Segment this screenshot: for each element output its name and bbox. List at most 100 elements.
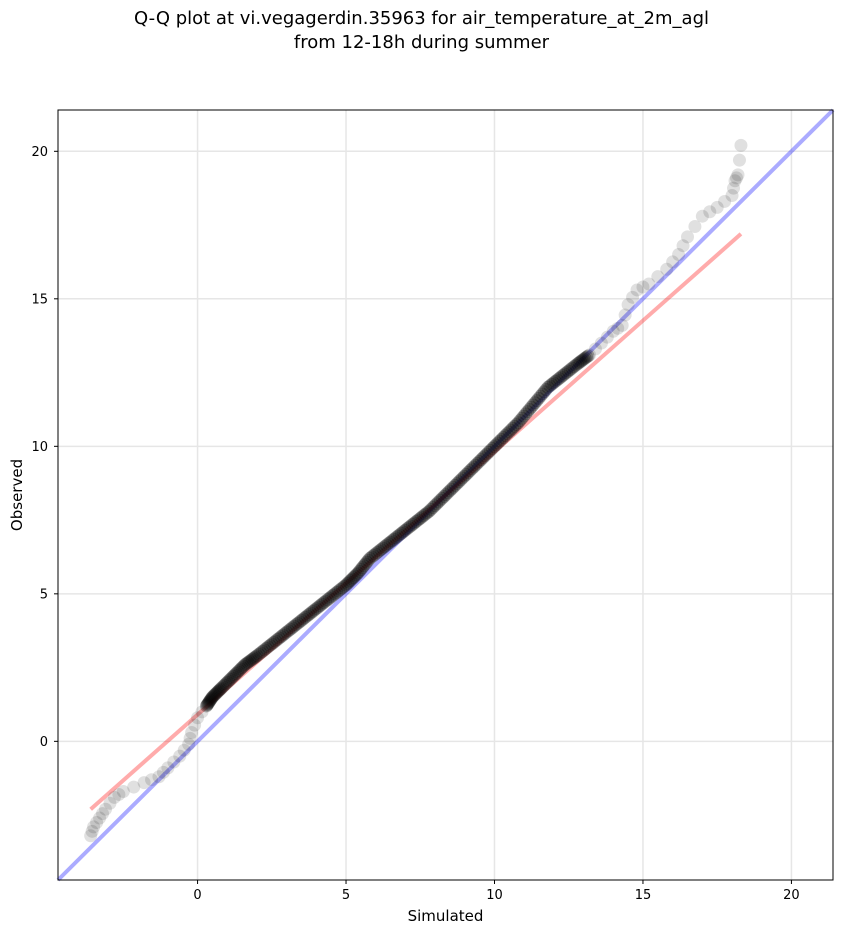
data-point [567, 360, 581, 374]
data-point [96, 807, 110, 821]
data-point [594, 336, 608, 350]
data-point [368, 547, 382, 561]
data-point [431, 495, 445, 509]
data-point [177, 743, 191, 757]
data-point [496, 430, 510, 444]
data-point [611, 321, 625, 335]
data-point [482, 445, 496, 459]
data-point [274, 630, 288, 644]
data-point [214, 681, 228, 695]
data-point [491, 436, 505, 450]
data-point [107, 790, 121, 804]
data-point [87, 820, 101, 834]
data-point [379, 538, 393, 552]
data-point [112, 787, 126, 801]
data-point [298, 610, 312, 624]
data-point [93, 811, 107, 825]
data-point [391, 529, 405, 543]
fit-line [89, 232, 743, 811]
data-point [231, 665, 245, 679]
data-point [402, 520, 416, 534]
data-point [183, 731, 197, 745]
data-point [433, 493, 447, 507]
data-point [552, 371, 566, 385]
data-point [216, 680, 230, 694]
data-point [245, 652, 259, 666]
data-point [439, 488, 453, 502]
data-point [718, 194, 732, 208]
data-point [450, 477, 464, 491]
data-point [289, 618, 303, 632]
data-point [252, 647, 266, 661]
data-point [207, 689, 221, 703]
y-tick-label: 10 [31, 440, 48, 455]
data-point [300, 609, 314, 623]
data-point [578, 351, 592, 365]
x-tick-label: 20 [783, 888, 800, 903]
x-axis-ticks: 0 5 10 15 20 [193, 880, 800, 903]
data-point [495, 432, 509, 446]
data-point [244, 653, 258, 667]
data-point [237, 659, 251, 673]
data-point [521, 405, 535, 419]
data-point [208, 688, 222, 702]
data-point [732, 153, 746, 167]
data-point [703, 205, 717, 219]
plot-frame [57, 109, 834, 881]
data-point [302, 607, 316, 621]
y-axis-ticks: 0 5 10 15 20 [31, 145, 58, 750]
data-point [528, 396, 542, 410]
data-point [285, 621, 299, 635]
chart-title-line-2: from 12-18h during summer [293, 32, 550, 53]
data-point [294, 613, 308, 627]
data-point [137, 776, 151, 790]
data-point [306, 605, 320, 619]
identity-line [56, 108, 835, 882]
data-point [263, 638, 277, 652]
data-point [493, 434, 507, 448]
y-tick-label: 15 [31, 292, 48, 307]
y-tick-label: 20 [31, 145, 48, 160]
data-point [311, 600, 325, 614]
data-point [537, 385, 551, 399]
data-point [265, 637, 279, 651]
data-point [547, 376, 561, 390]
data-point [519, 407, 533, 421]
data-point [346, 571, 360, 585]
data-point [725, 189, 739, 203]
data-point [228, 668, 242, 682]
data-point [161, 761, 175, 775]
grid-lines [58, 110, 833, 880]
data-point [365, 550, 379, 564]
data-point [127, 780, 141, 794]
data-point [191, 711, 205, 725]
data-point [199, 699, 213, 713]
data-point [328, 587, 342, 601]
data-point [487, 440, 501, 454]
data-point [485, 442, 499, 456]
data-point [378, 540, 392, 554]
data-point [681, 230, 695, 244]
data-point [571, 357, 585, 371]
data-point [409, 515, 423, 529]
data-point [513, 414, 527, 428]
data-point [526, 398, 540, 412]
data-point [422, 504, 436, 518]
data-point [459, 467, 473, 481]
data-point [642, 277, 656, 291]
data-point [572, 356, 586, 370]
y-tick-label: 5 [40, 587, 48, 602]
data-point [213, 682, 227, 696]
data-point [534, 389, 548, 403]
data-point [212, 683, 226, 697]
data-point [222, 674, 236, 688]
data-point [243, 654, 257, 668]
data-point [469, 458, 483, 472]
data-point [428, 499, 442, 513]
data-point [270, 633, 284, 647]
data-point [352, 564, 366, 578]
data-point [672, 248, 686, 262]
data-point [500, 427, 514, 441]
data-point [545, 377, 559, 391]
data-point [387, 532, 401, 546]
